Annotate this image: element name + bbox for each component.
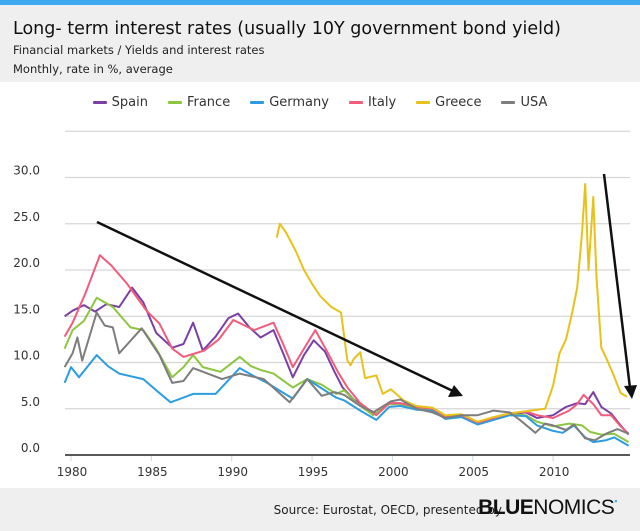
legend-label: Spain xyxy=(111,95,148,110)
x-tick-label: 2000 xyxy=(378,465,409,479)
chart-subtitle-category: Financial markets / Yields and interest … xyxy=(13,43,265,57)
legend-swatch xyxy=(501,101,516,104)
y-tick-label: 5.0 xyxy=(21,395,40,409)
x-tick-label: 1990 xyxy=(217,465,248,479)
series-line-germany[interactable] xyxy=(63,354,630,447)
legend-swatch xyxy=(92,101,107,104)
legend-label: USA xyxy=(520,95,548,110)
y-tick-label: 25.0 xyxy=(13,210,40,224)
legend-label: Germany xyxy=(269,95,329,110)
x-tick-label: 2005 xyxy=(458,465,489,479)
x-tick-label: 1985 xyxy=(137,465,168,479)
chart-footer: Source: Eurostat, OECD, presented by BLU… xyxy=(0,488,640,531)
x-tick-label: 2010 xyxy=(539,465,570,479)
y-tick-label: 30.0 xyxy=(13,164,40,178)
legend-swatch xyxy=(250,101,265,104)
trend-arrows xyxy=(96,173,637,399)
accent-top-bar xyxy=(0,0,640,5)
chart-subtitle-frequency: Monthly, rate in %, average xyxy=(13,62,173,76)
chart-title: Long- term interest rates (usually 10Y g… xyxy=(13,19,561,39)
legend-item-germany[interactable]: Germany xyxy=(250,95,329,110)
legend-item-france[interactable]: France xyxy=(167,95,231,110)
legend-item-greece[interactable]: Greece xyxy=(416,95,481,110)
legend-label: France xyxy=(186,95,231,110)
x-tick-label: 1995 xyxy=(298,465,329,479)
downtrend-arrow-steep xyxy=(602,173,632,389)
series-line-italy[interactable] xyxy=(63,254,630,435)
legend-label: Italy xyxy=(367,95,397,110)
bluenomics-logo[interactable]: BLUENOMICS▪ xyxy=(478,496,617,519)
series-line-usa[interactable] xyxy=(63,311,629,442)
logo-light: NOMICS xyxy=(533,496,615,519)
logo-bold: BLUE xyxy=(478,496,534,519)
arrowhead-icon xyxy=(624,385,637,399)
series-line-spain[interactable] xyxy=(64,286,630,436)
series-line-greece[interactable] xyxy=(275,183,628,423)
downtrend-arrow-long xyxy=(96,220,456,394)
x-tick-label: 1980 xyxy=(57,465,88,479)
legend-swatch xyxy=(416,101,431,104)
legend-item-italy[interactable]: Italy xyxy=(348,95,397,110)
line-chart: 0.0 5.0 10.0 15.0 20.0 25.0 30.0 1980 1985 1990 1… xyxy=(13,130,637,479)
series-line-france[interactable] xyxy=(63,296,630,443)
legend-swatch xyxy=(348,101,363,104)
y-tick-label: 20.0 xyxy=(13,256,40,270)
legend-label: Greece xyxy=(435,95,482,110)
legend-swatch xyxy=(167,101,182,104)
y-tick-label: 10.0 xyxy=(13,349,40,363)
arrowhead-icon xyxy=(448,385,463,397)
chart-header: Long- term interest rates (usually 10Y g… xyxy=(0,5,640,82)
y-tick-label: 15.0 xyxy=(13,302,40,316)
legend-item-spain[interactable]: Spain xyxy=(92,95,148,110)
y-tick-label: 0.0 xyxy=(21,441,40,455)
legend-item-usa[interactable]: USA xyxy=(501,95,547,110)
chart-legend: Spain France Germany Italy Greece USA xyxy=(0,95,640,110)
source-text: Source: Eurostat, OECD, presented by xyxy=(273,503,502,517)
